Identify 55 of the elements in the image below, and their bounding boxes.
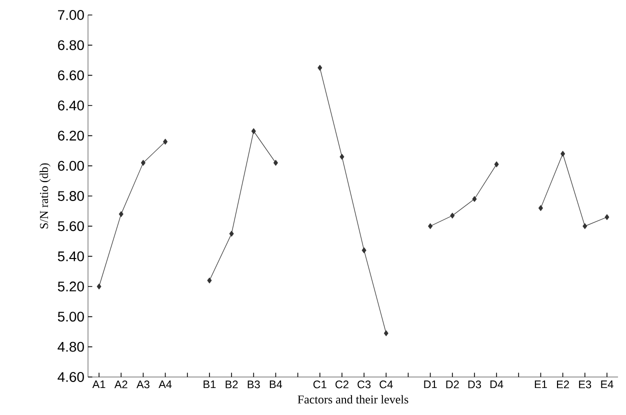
x-tick-label: D3 (468, 380, 481, 388)
point (582, 223, 588, 230)
x-tick-label: B4 (270, 380, 282, 388)
point (251, 128, 256, 134)
x-tick-label: A2 (114, 380, 128, 388)
y-tick-label: 6.00 (58, 160, 84, 171)
x-tick-label: A3 (136, 380, 150, 388)
y-axis-title: S/N ratio (db) (40, 163, 50, 228)
y-tick-label: 4.60 (58, 372, 84, 382)
y-tick-label: 5.00 (58, 312, 84, 322)
x-tick-label: E2 (557, 380, 569, 388)
y-tick-label: 6.40 (58, 100, 84, 110)
x-tick-label: C3 (358, 380, 371, 388)
x-tick-label: A4 (158, 380, 172, 388)
point (494, 161, 499, 168)
x-tick-label: E3 (579, 380, 592, 388)
y-tick-label: 6.80 (58, 40, 84, 50)
y-tick-label: 5.40 (58, 251, 84, 262)
x-tick-label: E1 (534, 380, 547, 388)
point (318, 64, 322, 71)
x-tick-label: E4 (601, 380, 614, 388)
point (118, 211, 124, 217)
x-tick-label: C2 (336, 380, 348, 388)
point (340, 154, 344, 160)
y-tick-label: 6.60 (58, 70, 84, 80)
x-tick-label: D2 (446, 380, 459, 388)
point (207, 278, 212, 284)
point (538, 205, 543, 211)
point (96, 284, 102, 290)
y-tick-label: 5.80 (58, 191, 84, 201)
y-tick-label: 4.80 (58, 342, 84, 352)
point (273, 160, 278, 166)
point (450, 212, 455, 218)
point (140, 160, 146, 166)
point (428, 223, 433, 230)
x-tick-label: D1 (424, 380, 437, 388)
x-tick-label: B1 (204, 380, 216, 388)
point (163, 138, 168, 145)
point (560, 150, 566, 157)
x-tick-label: A1 (92, 380, 106, 388)
x-tick-label: C4 (380, 380, 393, 388)
point (384, 330, 388, 336)
x-tick-label: B2 (226, 380, 238, 388)
point (229, 230, 234, 237)
y-tick-label: 5.60 (58, 221, 84, 232)
x-tick-label: C1 (313, 380, 326, 388)
y-tick-label: 6.20 (58, 130, 84, 141)
y-tick-label: 5.20 (58, 282, 84, 292)
x-tick-label: D4 (490, 380, 504, 388)
point (362, 247, 366, 254)
y-tick-label: 7.00 (58, 10, 84, 20)
point (604, 214, 610, 220)
x-tick-label: B3 (248, 380, 260, 388)
point (472, 196, 477, 202)
x-axis-title: Factors and their levels (298, 395, 408, 404)
